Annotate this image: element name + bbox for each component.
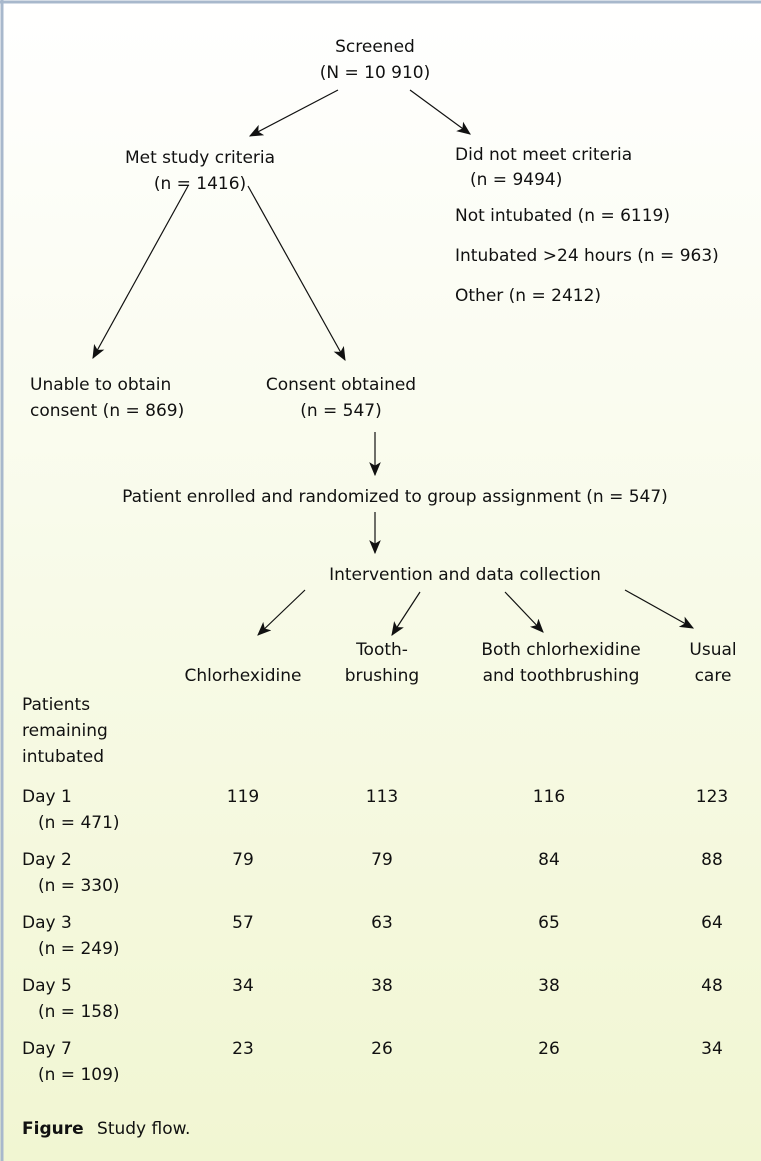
cell: 63 [371,913,393,933]
node-text: consent (n = 869) [30,401,184,421]
cell: 116 [533,787,565,807]
row-header: remaining [22,721,108,741]
reason-text: Other (n = 2412) [455,286,601,306]
arrow [391,591,421,636]
column-header: care [695,666,732,686]
cell: 84 [538,850,560,870]
column-header: Chlorhexidine [185,666,302,686]
node-text: Unable to obtain [30,375,171,395]
cell: 88 [701,850,723,870]
arrow [409,89,471,135]
node-text: (n = 9494) [470,170,562,190]
node-text: Screened [335,37,415,57]
column-header: brushing [345,666,419,686]
row-label: Day 2 [22,850,72,870]
arrow [248,89,339,137]
arrows [92,89,695,636]
caption-label: Figure [22,1119,84,1139]
row-label: Day 5 [22,976,72,996]
arrow [257,589,306,636]
arrow [247,185,346,362]
caption: Figure Study flow. [22,1119,190,1139]
row-label: Day 7 [22,1039,72,1059]
reason-text: Intubated >24 hours (n = 963) [455,246,719,266]
node-text: Consent obtained [266,375,416,395]
cell: 26 [538,1039,560,1059]
cell: 48 [701,976,723,996]
cell: 65 [538,913,560,933]
row-header: intubated [22,747,104,767]
node-text: (n = 547) [300,401,382,421]
cell: 113 [366,787,398,807]
column-header: Both chlorhexidine [481,640,640,660]
caption-text: Study flow. [97,1119,190,1139]
reason-text: Not intubated (n = 6119) [455,206,670,226]
row-label: Day 3 [22,913,72,933]
column-header: and toothbrushing [483,666,640,686]
cell: 26 [371,1039,393,1059]
row-n: (n = 330) [38,876,120,896]
cell: 38 [371,976,393,996]
arrow [624,589,695,629]
arrow [504,591,544,633]
cell: 23 [232,1039,254,1059]
column-header: Tooth- [355,640,408,660]
row-n: (n = 471) [38,813,120,833]
node-text: Met study criteria [125,148,275,168]
cell: 57 [232,913,254,933]
cell: 34 [232,976,254,996]
node-text: Patient enrolled and randomized to group… [122,487,668,507]
node-text: Intervention and data collection [329,565,601,585]
cell: 34 [701,1039,723,1059]
cell: 79 [232,850,254,870]
cell: 123 [696,787,728,807]
row-n: (n = 109) [38,1065,120,1085]
node-text: (n = 1416) [154,174,246,194]
row-header: Patients [22,695,90,715]
row-label: Day 1 [22,787,72,807]
column-header: Usual [689,640,736,660]
cell: 64 [701,913,723,933]
cell: 38 [538,976,560,996]
cell: 79 [371,850,393,870]
node-text: (N = 10 910) [320,63,431,83]
row-n: (n = 249) [38,939,120,959]
cell: 119 [227,787,259,807]
node-text: Did not meet criteria [455,145,632,165]
arrow [92,185,189,360]
table: Chlorhexidine Tooth-brushing Both chlorhex… [22,640,737,1085]
row-n: (n = 158) [38,1002,120,1022]
